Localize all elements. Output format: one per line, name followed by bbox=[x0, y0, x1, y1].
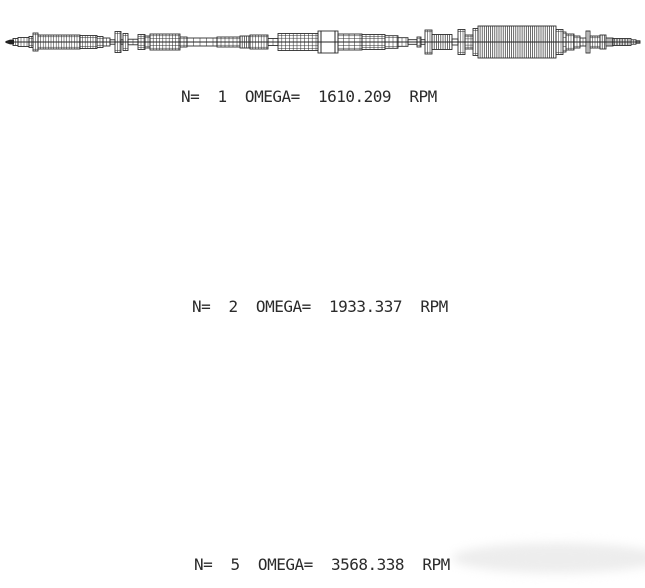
rotor-train-mode-1 bbox=[5, 25, 641, 59]
mode-1-label: N= 1 OMEGA= 1610.209 RPM bbox=[181, 87, 437, 106]
scan-smudge-artifact bbox=[452, 543, 645, 573]
shaft-left-tip bbox=[6, 39, 14, 45]
mode-5-label: N= 5 OMEGA= 3568.338 RPM bbox=[194, 555, 450, 574]
shaft-sections bbox=[12, 25, 641, 59]
mode-2-label: N= 2 OMEGA= 1933.337 RPM bbox=[192, 297, 448, 316]
